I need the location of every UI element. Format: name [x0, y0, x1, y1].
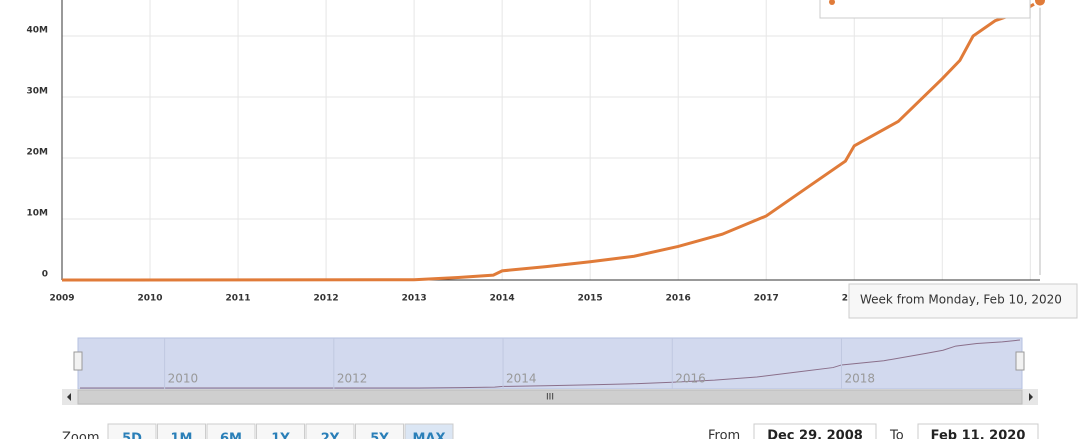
tooltip-dot: [829, 0, 835, 5]
zoom-button[interactable]: [305, 423, 355, 439]
scrollbar-grip: III: [546, 393, 554, 403]
scroll-right[interactable]: [1029, 393, 1033, 401]
tooltip: [819, 0, 1031, 19]
zoom-button-label: 1M: [171, 432, 193, 439]
x-tick-label: 2009: [49, 294, 74, 304]
y-tick-label: 10M: [27, 209, 49, 219]
x-tick-label: 2010: [137, 294, 162, 304]
zoom-label: Zoom: [62, 431, 99, 439]
zoom-button-label: 5Y: [370, 432, 389, 439]
zoom-button-label: 6M: [220, 432, 242, 439]
y-tick-label: 30M: [27, 87, 49, 97]
x-tick-label: 2011: [226, 294, 251, 304]
y-tick-label: 20M: [27, 148, 49, 158]
zoom-button-label: MAX: [412, 432, 445, 439]
from-input[interactable]: [753, 423, 877, 439]
zoom-button-label: 2Y: [321, 432, 340, 439]
to-value: Feb 11, 2020: [931, 429, 1026, 439]
zoom-button[interactable]: [404, 423, 454, 439]
zoom-button-label: 5D: [122, 432, 142, 439]
navigator-label: 2012: [337, 372, 368, 386]
from-label: From: [708, 429, 740, 439]
x-tick-label: 2013: [402, 294, 427, 304]
zoom-button[interactable]: [256, 423, 305, 439]
zoom-button[interactable]: [206, 423, 256, 439]
zoom-button[interactable]: [157, 423, 206, 439]
zoom-button[interactable]: [107, 423, 157, 439]
navigator-label: 2018: [844, 372, 875, 386]
from-value: Dec 29, 2008: [767, 429, 863, 439]
navigator-handle[interactable]: [73, 351, 83, 371]
line: [61, 0, 1041, 282]
hover-marker: [1033, 0, 1047, 8]
axis-tooltip-text: Week from Monday, Feb 10, 2020: [860, 293, 1062, 307]
x-tick-label: 2012: [314, 294, 339, 304]
navigator-label: 2010: [168, 372, 199, 386]
navigator-line: [79, 339, 1021, 389]
scroll-left[interactable]: [67, 393, 71, 401]
scrollbar-thumb[interactable]: [77, 389, 1023, 405]
x-tick-label: 2014: [490, 294, 515, 304]
axis-tooltip: [848, 283, 1078, 319]
x-tick-label: 2017: [754, 294, 779, 304]
y-tick-label: 40M: [27, 26, 49, 36]
navigator-label: 2014: [506, 372, 537, 386]
navigator-handle[interactable]: [1015, 351, 1025, 371]
x-tick-label: 2015: [578, 294, 603, 304]
x-tick-label: 2016: [666, 294, 691, 304]
navigator-label: 2016: [675, 372, 706, 386]
to-label: To: [889, 429, 904, 439]
y-tick-label: 0: [42, 270, 48, 280]
to-input[interactable]: [917, 423, 1039, 439]
zoom-button-label: 1Y: [271, 432, 290, 439]
navigator-mask: [77, 337, 1023, 390]
zoom-button[interactable]: [355, 423, 404, 439]
